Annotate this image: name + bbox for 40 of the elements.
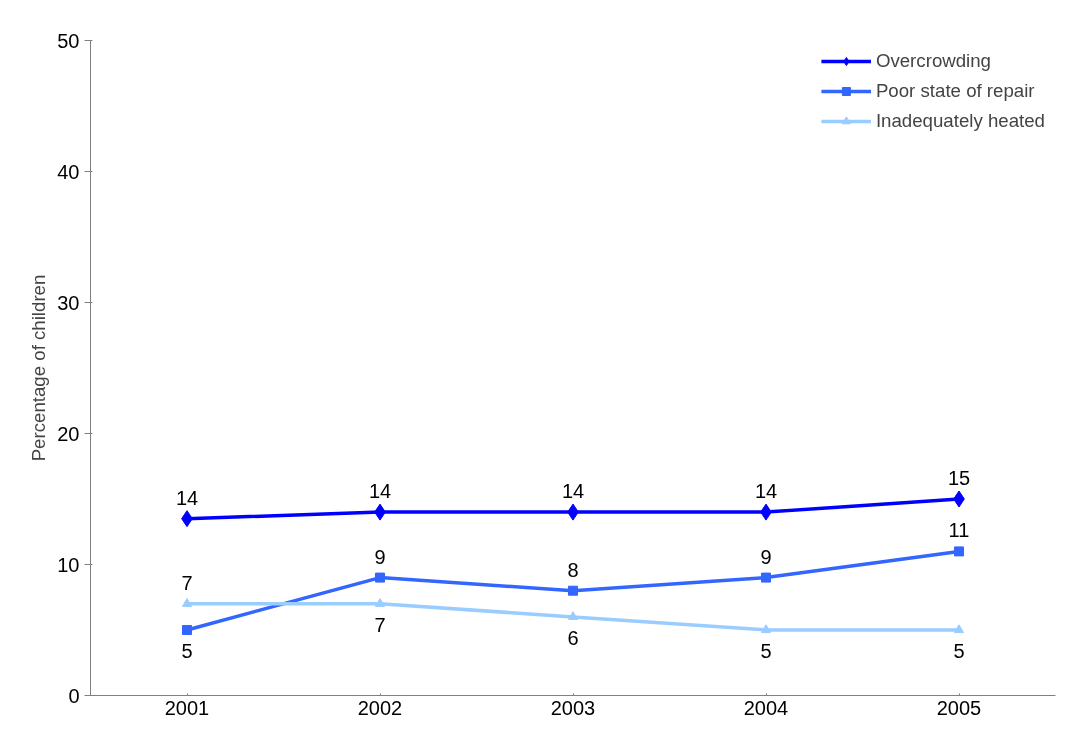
point bbox=[761, 572, 771, 583]
data-label: 5 bbox=[760, 640, 772, 662]
data-label: 7 bbox=[374, 613, 386, 636]
point bbox=[375, 572, 385, 583]
data-label: 6 bbox=[567, 626, 579, 649]
data-label: 5 bbox=[181, 640, 193, 662]
point bbox=[182, 598, 192, 607]
point bbox=[568, 585, 578, 596]
legend-label: Inadequately heated bbox=[875, 110, 1045, 132]
x-tick-label: 2001 bbox=[164, 696, 210, 719]
data-label: 9 bbox=[374, 545, 386, 568]
point bbox=[954, 546, 964, 557]
data-label: 14 bbox=[368, 480, 392, 503]
y-tick-label: 20 bbox=[57, 422, 80, 445]
x-tick-label: 2005 bbox=[936, 696, 982, 719]
data-label: 11 bbox=[948, 519, 970, 542]
point bbox=[568, 611, 578, 620]
data-label: 15 bbox=[947, 467, 971, 489]
data-label: 7 bbox=[181, 571, 193, 594]
point bbox=[761, 624, 771, 634]
x-tick-label: 2004 bbox=[743, 696, 789, 719]
y-tick-label: 50 bbox=[57, 29, 80, 52]
x-tick-label: 2002 bbox=[357, 696, 403, 719]
point bbox=[375, 598, 385, 607]
y-tick-label: 40 bbox=[57, 160, 80, 183]
y-axis-title: Percentage of children bbox=[28, 274, 50, 462]
data-label: 8 bbox=[567, 558, 579, 581]
data-label: 14 bbox=[175, 486, 199, 509]
y-tick-label: 10 bbox=[57, 553, 80, 576]
data-label: 14 bbox=[561, 480, 585, 503]
y-tick-label: 30 bbox=[57, 291, 80, 314]
data-label: 14 bbox=[754, 480, 778, 503]
legend-label: Poor state of repair bbox=[875, 80, 1035, 102]
legend-label: Overcrowding bbox=[875, 50, 991, 72]
point bbox=[954, 624, 964, 634]
data-label: 5 bbox=[953, 640, 965, 662]
point bbox=[182, 625, 192, 635]
x-tick-label: 2003 bbox=[550, 696, 596, 719]
y-tick-label: 0 bbox=[68, 684, 80, 707]
data-label: 9 bbox=[760, 545, 772, 568]
